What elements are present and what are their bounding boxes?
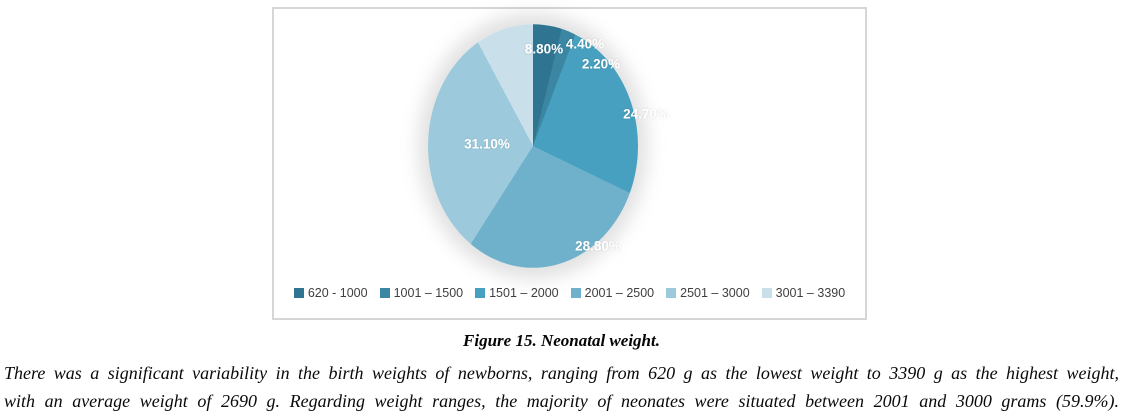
legend-swatch xyxy=(761,288,772,298)
legend-swatch xyxy=(570,288,581,298)
legend-label: 2001 – 2500 xyxy=(584,286,655,300)
legend-swatch xyxy=(379,288,390,298)
slice-label-620-1000: 4.40% xyxy=(565,36,605,52)
slice-label-1501-2000: 24.70% xyxy=(623,106,669,122)
chart-legend: 620 - 1000 1001 – 1500 1501 – 2000 2001 – 2… xyxy=(274,286,865,300)
legend-item: 2001 – 2500 xyxy=(570,286,655,300)
figure-description: There was a significant variability in t… xyxy=(4,359,1119,415)
pie-chart xyxy=(428,24,638,268)
slice-label-2001-2500: 28.80% xyxy=(575,238,621,254)
legend-label: 1501 – 2000 xyxy=(489,286,559,300)
legend-item: 1001 – 1500 xyxy=(379,286,464,300)
legend-item: 620 - 1000 xyxy=(293,286,368,300)
slice-label-1001-1500: 2.20% xyxy=(581,56,621,72)
figure-caption: Figure 15. Neonatal weight. xyxy=(463,331,660,350)
slice-label-3001-3390: 8.80% xyxy=(524,41,564,57)
legend-item: 3001 – 3390 xyxy=(761,286,846,300)
legend-item: 2501 – 3000 xyxy=(666,286,750,300)
figure-panel: 4.40% 2.20% 24.70% 28.80% 31.10% 8.80% 6… xyxy=(272,7,867,320)
legend-item: 1501 – 2000 xyxy=(475,286,559,300)
legend-swatch xyxy=(475,288,486,298)
description-line-1: There was a significant variability in t… xyxy=(4,363,1119,383)
legend-label: 620 - 1000 xyxy=(307,286,368,300)
legend-swatch xyxy=(293,288,304,298)
description-line-2: with an average weight of 2690 g. Regard… xyxy=(4,391,1119,411)
slice-label-2501-3000: 31.10% xyxy=(464,136,510,152)
legend-label: 1001 – 1500 xyxy=(393,286,464,300)
legend-swatch xyxy=(666,288,677,298)
legend-label: 3001 – 3390 xyxy=(775,286,846,300)
legend-label: 2501 – 3000 xyxy=(680,286,750,300)
